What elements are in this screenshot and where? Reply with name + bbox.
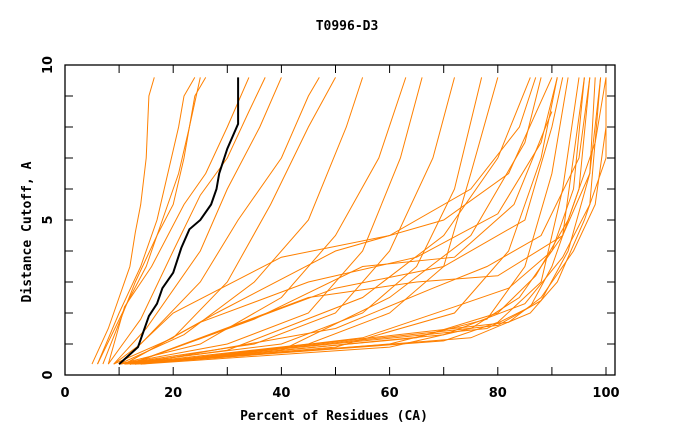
model-curve-20 (129, 77, 580, 365)
model-curve-12 (119, 77, 423, 365)
model-curve-25 (140, 77, 602, 365)
model-curve-10 (118, 77, 364, 365)
model-curve-15 (124, 77, 499, 365)
model-curve-18 (129, 77, 558, 365)
axes: 0 20 40 60 80 100 0 5 10 (41, 56, 620, 401)
x-tick-label: 80 (489, 386, 507, 401)
model-curve-4 (102, 77, 207, 365)
model-curve-24 (135, 126, 607, 365)
model-curve-33 (135, 77, 591, 365)
model-curve-7 (113, 77, 282, 365)
model-curve-11 (118, 77, 407, 365)
plot-area (91, 77, 607, 365)
model-curve-34 (140, 77, 585, 365)
model-curve-29 (129, 111, 553, 365)
x-tick-label: 0 (60, 386, 69, 401)
y-tick-label: 5 (41, 215, 56, 224)
chart-title: T0996-D3 (316, 19, 379, 34)
x-tick-label: 20 (164, 386, 182, 401)
model-curve-30 (118, 77, 537, 365)
model-curve-27 (129, 77, 564, 365)
model-curve-16 (124, 77, 531, 365)
model-curve-14 (119, 77, 483, 365)
y-tick-label: 0 (41, 370, 56, 379)
x-tick-label: 60 (381, 386, 399, 401)
model-curve-31 (124, 77, 553, 365)
model-curve-5 (107, 77, 250, 365)
y-tick-label: 10 (41, 56, 56, 74)
model-curve-1 (91, 77, 155, 365)
highlight-curve (118, 77, 240, 365)
y-axis-label: Distance Cutoff, A (20, 161, 35, 302)
model-curve-23 (135, 77, 607, 365)
x-tick-label: 100 (592, 386, 619, 401)
model-curve-26 (140, 77, 585, 365)
model-curve-35 (129, 77, 607, 365)
x-tick-label: 40 (272, 386, 290, 401)
model-curve-2 (97, 77, 196, 365)
model-curve-6 (107, 77, 266, 365)
model-curve-32 (129, 77, 596, 365)
model-curve-3 (97, 77, 201, 365)
x-axis-label: Percent of Residues (CA) (240, 409, 428, 424)
